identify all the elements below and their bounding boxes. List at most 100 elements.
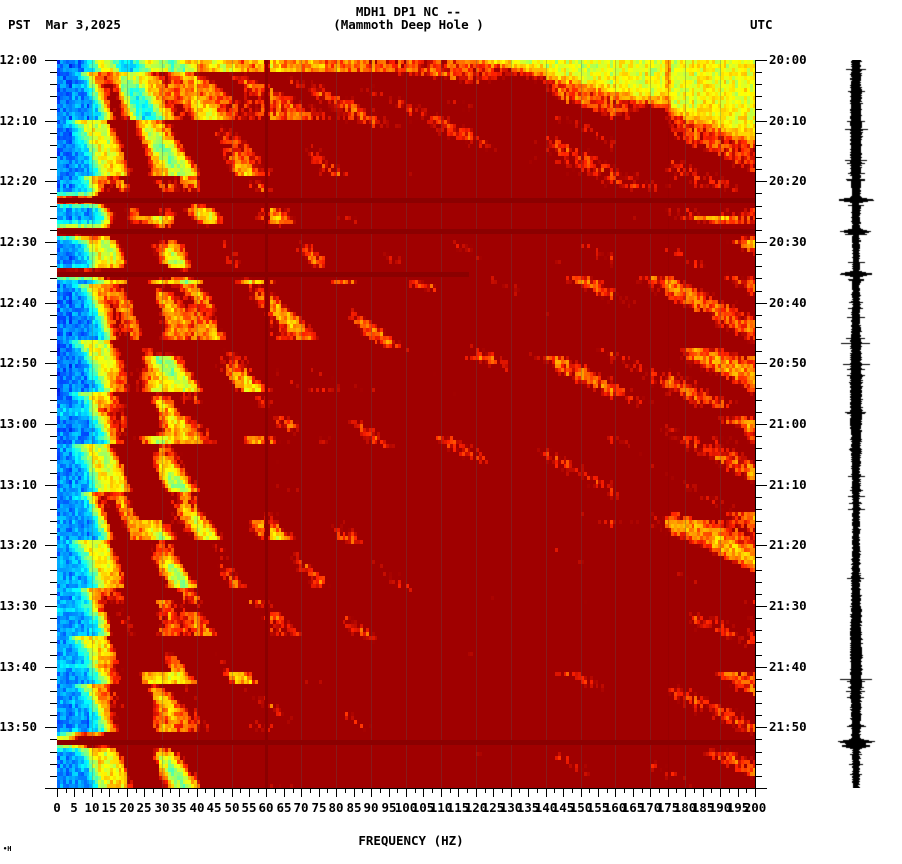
freq-axis-minor-tick — [118, 788, 119, 793]
right-axis-minor-tick — [755, 96, 762, 97]
left-axis-time-label: 12:30 — [0, 234, 37, 249]
left-axis-minor-tick — [50, 509, 57, 510]
left-axis-minor-tick — [50, 315, 57, 316]
freq-axis-minor-tick — [66, 788, 67, 793]
left-axis-minor-tick — [50, 193, 57, 194]
freq-axis-minor-tick — [293, 788, 294, 793]
freq-axis-major-tick — [336, 788, 337, 797]
freq-axis-label: 120 — [464, 800, 488, 815]
left-axis-minor-tick — [50, 776, 57, 777]
freq-axis-major-tick — [232, 788, 233, 797]
right-axis-minor-tick — [755, 691, 762, 692]
right-axis-minor-tick — [755, 521, 762, 522]
freq-axis-minor-tick — [275, 788, 276, 793]
freq-axis-minor-tick — [380, 788, 381, 793]
freq-axis-minor-tick — [624, 788, 625, 793]
freq-axis-label: 155 — [586, 800, 610, 815]
left-axis-minor-tick — [50, 375, 57, 376]
right-axis-minor-tick — [755, 752, 762, 753]
header-station-desc-text: (Mammoth Deep Hole ) — [333, 17, 484, 32]
freq-axis-minor-tick — [188, 788, 189, 793]
left-axis-minor-tick — [50, 739, 57, 740]
freq-axis-minor-tick — [258, 788, 259, 793]
freq-axis-label: 75 — [311, 800, 327, 815]
right-axis-minor-tick — [755, 764, 762, 765]
spectrogram-canvas — [57, 60, 755, 788]
freq-axis-minor-tick — [101, 788, 102, 793]
freq-axis-label: 35 — [171, 800, 187, 815]
left-axis-minor-tick — [50, 642, 57, 643]
left-axis-major-tick — [45, 788, 57, 789]
freq-axis-label: 90 — [363, 800, 379, 815]
freq-axis-label: 110 — [429, 800, 453, 815]
right-axis-time-label: 21:40 — [769, 659, 807, 674]
freq-axis-label: 70 — [293, 800, 309, 815]
frequency-axis-title-text: FREQUENCY (HZ) — [358, 833, 464, 848]
right-axis-minor-tick — [755, 351, 762, 352]
left-axis-minor-tick — [50, 715, 57, 716]
freq-axis-label: 0 — [53, 800, 61, 815]
freq-axis-minor-tick — [607, 788, 608, 793]
freq-axis-label: 60 — [258, 800, 274, 815]
right-axis-minor-tick — [755, 278, 762, 279]
freq-axis-minor-tick — [572, 788, 573, 793]
frequency-axis: 0 5 10 15 20 25 30 35 40 45 50 55 60 65 70 75 80 85 90 95 10… — [53, 788, 766, 828]
right-axis-time-label: 20:50 — [769, 355, 807, 370]
right-axis-minor-tick — [755, 218, 762, 219]
right-axis-time-label: 20:00 — [769, 52, 807, 67]
freq-axis-minor-tick — [746, 788, 747, 793]
freq-axis-major-tick — [197, 788, 198, 797]
right-axis-major-tick — [755, 667, 767, 668]
freq-axis-label: 15 — [101, 800, 117, 815]
left-axis-minor-tick — [50, 618, 57, 619]
left-axis-minor-tick — [50, 72, 57, 73]
right-axis-minor-tick — [755, 630, 762, 631]
left-axis-minor-tick — [50, 266, 57, 267]
right-axis-minor-tick — [755, 72, 762, 73]
right-axis-major-tick — [755, 242, 767, 243]
freq-axis-major-tick — [650, 788, 651, 797]
left-axis-major-tick — [45, 303, 57, 304]
left-axis-minor-tick — [50, 533, 57, 534]
right-axis-minor-tick — [755, 206, 762, 207]
freq-axis-major-tick — [144, 788, 145, 797]
right-axis-minor-tick — [755, 618, 762, 619]
right-axis-minor-tick — [755, 473, 762, 474]
freq-axis-label: 180 — [673, 800, 697, 815]
left-axis-time-label: 12:50 — [0, 355, 37, 370]
right-axis-time-label: 21:00 — [769, 416, 807, 431]
right-axis-major-tick — [755, 181, 767, 182]
freq-axis-minor-tick — [432, 788, 433, 793]
freq-axis-minor-tick — [170, 788, 171, 793]
right-axis-minor-tick — [755, 315, 762, 316]
left-axis-minor-tick — [50, 339, 57, 340]
freq-axis-major-tick — [127, 788, 128, 797]
left-axis-major-tick — [45, 60, 57, 61]
freq-axis-major-tick — [109, 788, 110, 797]
freq-axis-major-tick — [92, 788, 93, 797]
right-axis-minor-tick — [755, 388, 762, 389]
left-axis-major-tick — [45, 485, 57, 486]
freq-axis-label: 10 — [84, 800, 100, 815]
freq-axis-major-tick — [371, 788, 372, 797]
freq-axis-major-tick — [581, 788, 582, 797]
left-axis-minor-tick — [50, 460, 57, 461]
freq-axis-minor-tick — [729, 788, 730, 793]
freq-axis-minor-tick — [153, 788, 154, 793]
freq-axis-major-tick — [74, 788, 75, 797]
freq-axis-label: 5 — [70, 800, 78, 815]
left-axis-minor-tick — [50, 169, 57, 170]
left-axis-minor-tick — [50, 448, 57, 449]
left-axis-minor-tick — [50, 230, 57, 231]
seismogram-panel — [820, 60, 900, 788]
left-axis-minor-tick — [50, 691, 57, 692]
freq-axis-minor-tick — [240, 788, 241, 793]
right-axis-time-label: 21:10 — [769, 477, 807, 492]
freq-axis-label: 200 — [743, 800, 767, 815]
left-axis-time-label: 13:10 — [0, 477, 37, 492]
header-station-line: MDH1 DP1 NC -- — [0, 4, 902, 19]
left-axis-minor-tick — [50, 96, 57, 97]
right-axis-minor-tick — [755, 460, 762, 461]
spectrogram-plot — [57, 60, 755, 788]
right-axis-minor-tick — [755, 375, 762, 376]
